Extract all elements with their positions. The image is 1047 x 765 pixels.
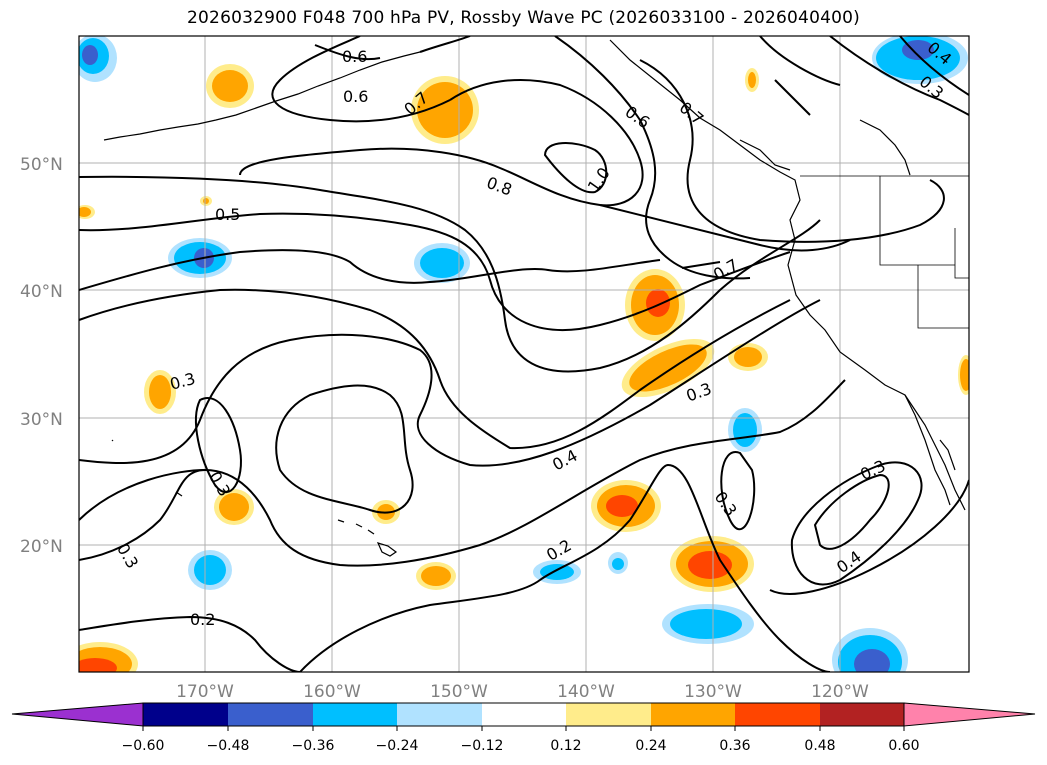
lon-label-160w: 160°W — [303, 682, 361, 702]
colorbar: −0.60 −0.48 −0.36 −0.24 −0.12 0.12 0.24 … — [11, 702, 1036, 754]
colorbar-tick: −0.36 — [292, 738, 335, 754]
colorbar-tick: 0.36 — [719, 738, 750, 754]
coastlines — [103, 39, 966, 511]
colorbar-tick: −0.24 — [376, 738, 419, 754]
colorbar-tick: −0.48 — [207, 738, 250, 754]
colorbar-frame — [142, 702, 905, 727]
colorbar-bin — [313, 703, 397, 726]
colorbar-bin — [820, 703, 904, 726]
colorbar-tick: 0.12 — [550, 738, 581, 754]
lon-label-150w: 150°W — [430, 682, 488, 702]
contour-label: 0.6 — [342, 47, 367, 66]
lat-label-50n: 50°N — [20, 155, 63, 175]
colorbar-bin — [566, 703, 651, 726]
map-frame — [78, 35, 970, 673]
colorbar-bin — [397, 703, 482, 726]
latitude-labels: 50°N 40°N 30°N 20°N — [20, 155, 63, 557]
contour-label: 0.5 — [215, 205, 240, 224]
contour-label: 0.6 — [343, 87, 368, 106]
lon-label-170w: 170°W — [176, 682, 234, 702]
longitude-labels: 170°W 160°W 150°W 140°W 130°W 120°W — [176, 682, 869, 702]
lat-label-20n: 20°N — [20, 537, 63, 557]
lon-label-140w: 140°W — [557, 682, 615, 702]
contour-label: 0.2 — [190, 610, 215, 629]
colorbar-bin — [143, 703, 228, 726]
colorbar-tick: −0.60 — [122, 738, 165, 754]
colorbar-tick: −0.12 — [461, 738, 504, 754]
lat-label-40n: 40°N — [20, 282, 63, 302]
lon-label-130w: 130°W — [684, 682, 742, 702]
colorbar-bin — [228, 703, 313, 726]
lon-label-120w: 120°W — [811, 682, 869, 702]
colorbar-bin — [651, 703, 735, 726]
colorbar-under-extend — [11, 702, 144, 727]
pv-contours — [79, 36, 969, 672]
lat-label-30n: 30°N — [20, 410, 63, 430]
map-title: 2026032900 F048 700 hPa PV, Rossby Wave … — [187, 8, 860, 28]
borders — [800, 175, 969, 329]
colorbar-over-extend — [903, 702, 1036, 727]
colorbar-bin — [482, 703, 566, 726]
colorbar-tick: 0.60 — [888, 738, 919, 754]
colorbar-bin — [735, 703, 820, 726]
colorbar-tick: 0.48 — [804, 738, 835, 754]
colorbar-tick: 0.24 — [635, 738, 666, 754]
